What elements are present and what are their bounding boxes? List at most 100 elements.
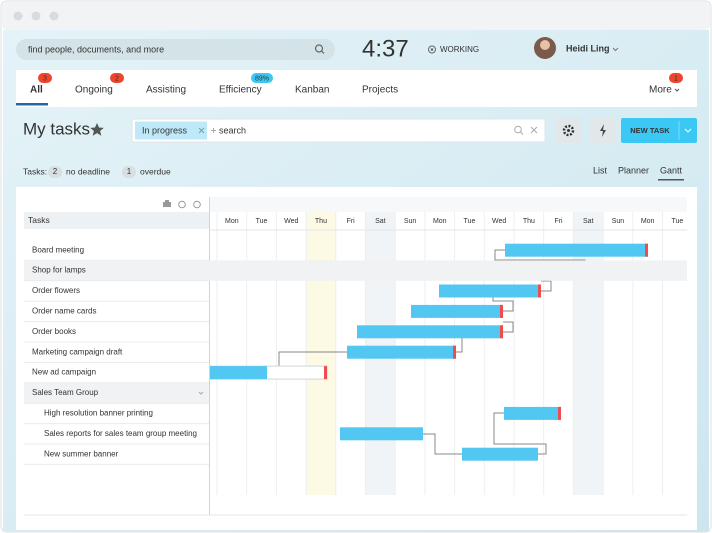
months-header — [210, 197, 687, 212]
day-label: Sun — [612, 218, 625, 225]
tab-counter-badge — [110, 73, 124, 83]
day-label: Fri — [347, 218, 356, 225]
window-dot[interactable] — [13, 11, 23, 21]
task-bar[interactable] — [411, 304, 503, 318]
task-name[interactable]: New ad campaign — [32, 368, 96, 377]
view-tab[interactable]: Gantt — [660, 165, 683, 175]
tab-label[interactable]: All — [30, 85, 43, 96]
deadline-marker — [500, 304, 503, 318]
tab-label[interactable]: Efficiency — [219, 85, 262, 96]
view-tab[interactable]: List — [593, 165, 608, 175]
filter-search-icon[interactable] — [514, 125, 522, 134]
search-icon[interactable] — [314, 44, 324, 53]
title-bar — [2, 2, 710, 30]
day-label: Mon — [433, 218, 447, 225]
task-name[interactable]: Sales reports for sales team group meeti… — [44, 429, 197, 438]
new-task-button[interactable] — [621, 118, 697, 143]
task-name[interactable]: Order name cards — [32, 307, 96, 316]
star-icon[interactable] — [90, 123, 104, 136]
counter-badge[interactable] — [48, 166, 62, 178]
counter-badge[interactable] — [122, 166, 136, 178]
filter-box[interactable] — [131, 118, 546, 143]
tab-label[interactable]: Ongoing — [75, 85, 113, 96]
task-name[interactable]: Order books — [32, 327, 76, 336]
tab-label[interactable]: Kanban — [295, 85, 329, 96]
tab-counter: 89% — [255, 75, 269, 82]
dependency-link — [456, 332, 463, 353]
status-icon — [430, 48, 434, 51]
search-placeholder: find people, documents, and more — [28, 44, 164, 54]
tab-label[interactable]: Assisting — [146, 85, 186, 96]
zoom-out-icon[interactable] — [193, 200, 201, 209]
tab-counter: 1 — [674, 75, 678, 82]
deadline-marker — [558, 406, 561, 420]
task-bar[interactable] — [505, 243, 648, 257]
deadline-marker — [645, 243, 648, 257]
search-box[interactable] — [16, 39, 335, 60]
tab-counter-badge — [38, 73, 52, 83]
dependency-link — [493, 412, 547, 455]
tab-counter: 2 — [115, 75, 119, 82]
counter-label[interactable]: no deadline — [66, 166, 110, 176]
new-task-caret[interactable] — [684, 128, 692, 133]
new-task-label: NEW TASK — [630, 126, 670, 135]
task-bar[interactable] — [462, 447, 538, 461]
task-name[interactable]: Board meeting — [32, 245, 84, 254]
filter-search-icon — [520, 131, 524, 135]
tab-label[interactable]: More — [649, 85, 672, 96]
work-status[interactable]: WORKING — [440, 45, 479, 54]
deadline-marker — [324, 366, 327, 380]
day-label: Wed — [284, 218, 298, 225]
weekend-column — [573, 212, 604, 495]
zoom-in-icon[interactable] — [178, 200, 186, 209]
task-name[interactable]: Marketing campaign draft — [32, 347, 123, 356]
day-label: Tue — [256, 218, 268, 225]
filter-clear[interactable] — [530, 126, 538, 134]
task-bar[interactable] — [357, 325, 503, 339]
task-name[interactable]: New summer banner — [44, 449, 119, 458]
task-bar[interactable] — [439, 284, 541, 298]
chip-remove[interactable] — [198, 127, 205, 134]
status-icon — [428, 45, 436, 54]
add-icon — [211, 128, 216, 133]
user-caret — [612, 47, 619, 52]
group-caret[interactable] — [198, 391, 204, 395]
task-name[interactable]: Order flowers — [32, 286, 80, 295]
day-label: Fri — [554, 218, 563, 225]
tab-counter-badge — [251, 73, 273, 83]
avatar — [540, 40, 550, 50]
filter-chip[interactable] — [135, 121, 207, 140]
tab-label[interactable]: Projects — [362, 85, 398, 96]
counter-label[interactable]: overdue — [140, 166, 171, 176]
task-bar[interactable] — [210, 366, 267, 380]
gear-icon — [562, 124, 575, 137]
user-name[interactable]: Heidi Ling — [566, 43, 610, 53]
window-dot[interactable] — [31, 11, 41, 21]
filter-search-placeholder: search — [219, 125, 246, 135]
active-tab-underline — [16, 103, 48, 106]
dependency-link — [541, 280, 552, 292]
window-dot[interactable] — [49, 11, 59, 21]
task-name[interactable]: High resolution banner printing — [44, 409, 153, 418]
task-bar[interactable] — [340, 427, 423, 441]
today-column — [306, 212, 336, 495]
tasks-header-label: Tasks — [28, 215, 50, 225]
print-icon[interactable] — [163, 200, 171, 207]
day-label: Sun — [404, 218, 417, 225]
day-label: Mon — [641, 218, 655, 225]
day-label: Thu — [315, 218, 327, 225]
row-highlight — [24, 260, 687, 281]
task-name[interactable]: Shop for lamps — [32, 266, 86, 275]
view-tab[interactable]: Planner — [618, 165, 649, 175]
search-icon — [321, 50, 325, 54]
dependency-link — [503, 321, 514, 333]
group-name[interactable]: Sales Team Group — [32, 388, 99, 397]
day-label: Thu — [523, 218, 535, 225]
task-bar[interactable] — [504, 406, 561, 420]
gantt: Mon Tue Wed Thu Fri Sat Sun Mon Tue Wed Thu Fri Sat S… — [24, 197, 687, 515]
task-bar[interactable] — [347, 345, 456, 359]
day-label: Tue — [671, 218, 683, 225]
